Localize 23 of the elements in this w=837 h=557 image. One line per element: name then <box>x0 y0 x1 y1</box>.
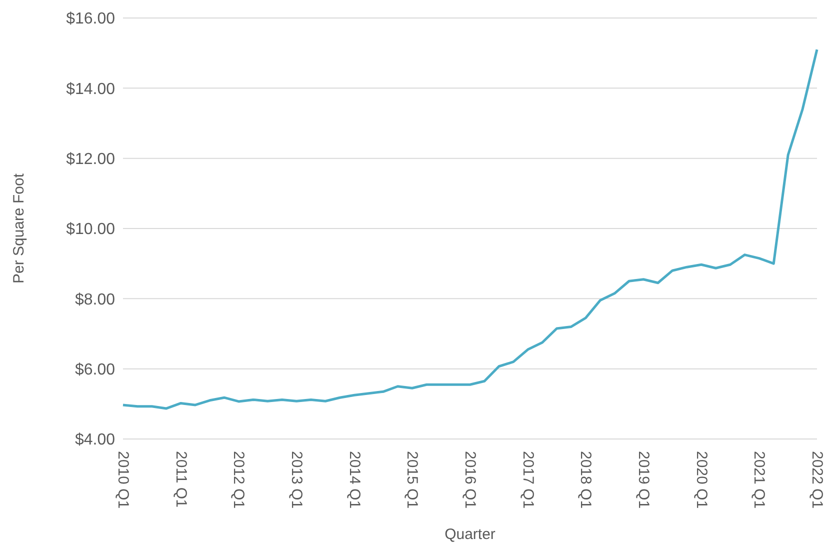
line-series <box>122 48 818 410</box>
x-tick-label: 2021 Q1 <box>750 451 768 509</box>
x-tick-label: 2020 Q1 <box>692 451 710 509</box>
x-axis-title: Quarter <box>444 526 496 543</box>
y-tick-label: $12.00 <box>66 151 116 168</box>
x-tick-label: 2012 Q1 <box>230 451 248 509</box>
y-tick-label: $4.00 <box>74 432 116 449</box>
x-tick-label: 2011 Q1 <box>172 451 190 508</box>
y-tick-label: $6.00 <box>74 362 116 379</box>
x-tick-label: 2018 Q1 <box>577 451 594 509</box>
x-tick-label: 2022 Q1 <box>808 451 826 509</box>
x-tick-label: 2015 Q1 <box>404 451 421 509</box>
x-tick-label: 2016 Q1 <box>462 451 478 509</box>
y-tick-label: $14.00 <box>66 80 116 98</box>
y-axis-title: Per Square Foot <box>10 172 28 284</box>
x-tick-label: 2013 Q1 <box>288 451 305 509</box>
x-tick-label: 2017 Q1 <box>519 451 536 509</box>
y-tick-label: $8.00 <box>74 291 116 308</box>
y-tick-label: $10.00 <box>66 221 116 238</box>
x-tick-label: 2014 Q1 <box>346 451 363 509</box>
x-tick-label: 2010 Q1 <box>114 451 132 509</box>
y-tick-label: $16.00 <box>66 10 116 28</box>
x-tick-label: 2019 Q1 <box>635 451 652 509</box>
